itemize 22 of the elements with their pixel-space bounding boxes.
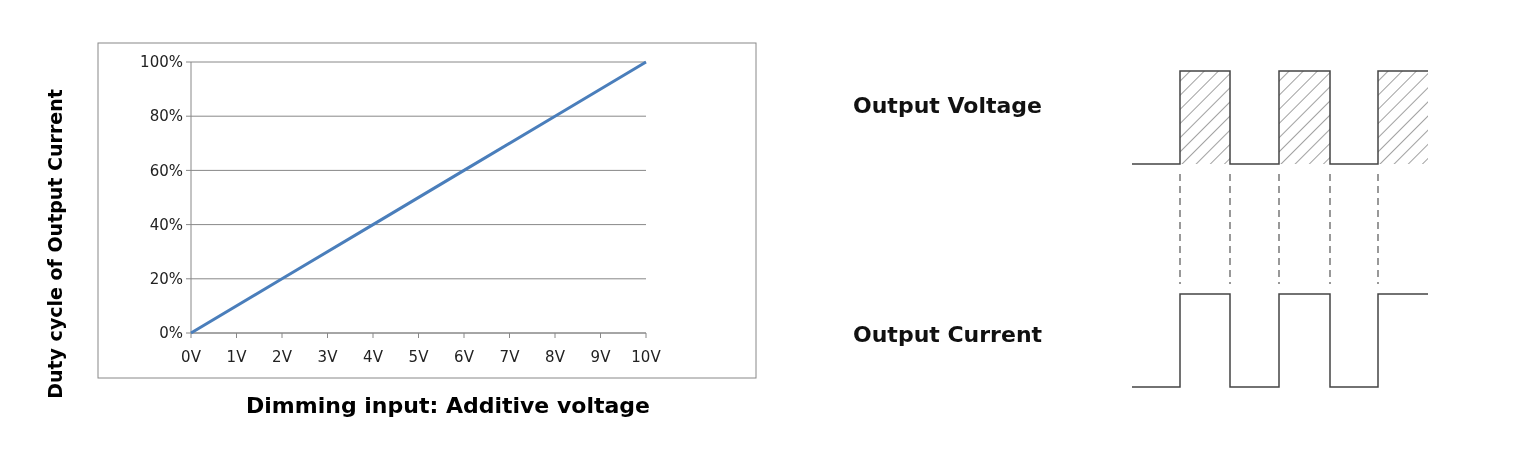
y-tick-label: 60% [149, 161, 183, 180]
y-tick-label: 80% [149, 107, 183, 126]
x-tick-label: 1V [226, 348, 248, 366]
x-tick-label: 5V [408, 348, 430, 366]
x-tick-label: 2V [272, 348, 293, 366]
x-tick-label: 3V [317, 348, 339, 366]
line-series [189, 60, 648, 335]
text: Output Voltage [853, 93, 1042, 118]
y-tick-label: 0% [159, 324, 183, 343]
y-tick-label: 40% [149, 215, 183, 234]
x-tick-label: 6V [454, 348, 475, 366]
x-tick-label: 10V [631, 348, 662, 366]
x-axis-title: Dimming input: Additive voltage [246, 393, 650, 418]
y-axis-title: Duty cycle of Output Current [44, 89, 66, 399]
x-tick-label: 9V [590, 348, 612, 366]
y-tick-label: 20% [149, 270, 183, 289]
x-tick-label: 8V [545, 348, 566, 366]
x-tick-label: 0V [181, 348, 202, 366]
x-tick-label: 7V [499, 348, 521, 366]
y-tick-label: 100% [140, 53, 183, 72]
text: Output Current [853, 322, 1043, 347]
x-tick-label: 4V [363, 348, 384, 366]
